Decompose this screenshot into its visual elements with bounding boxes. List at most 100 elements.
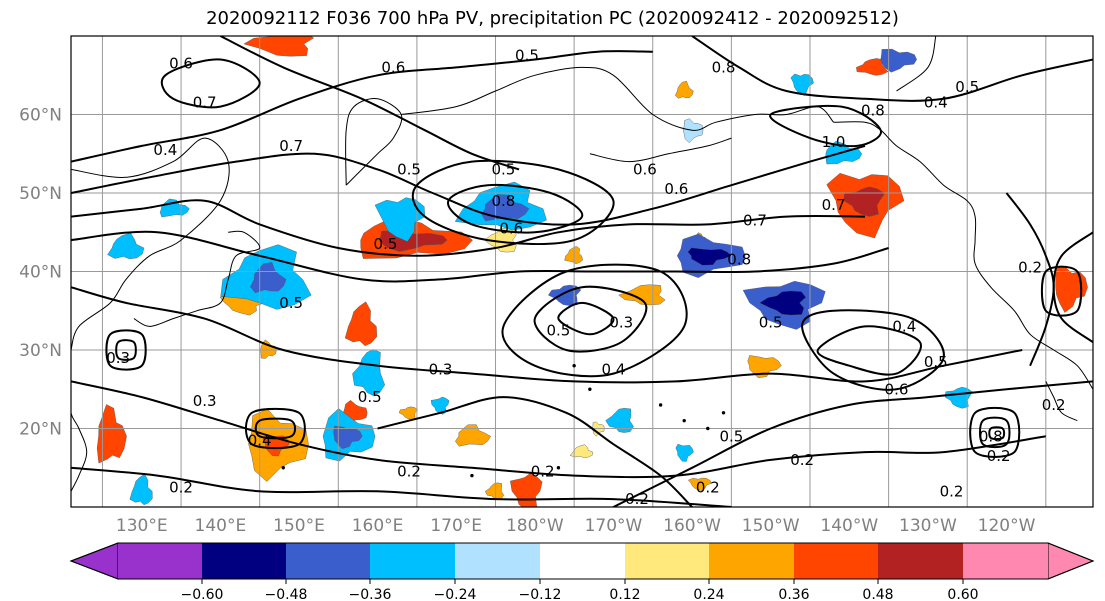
pv-contour-loop [978,416,1011,449]
lon-tick-label: 150°E [273,516,325,536]
precip-area [843,186,885,217]
contour-label: 0.2 [169,478,193,496]
contour-label: 0.2 [531,463,555,481]
contour-label: 0.6 [381,58,405,76]
precip-area [129,473,153,506]
pv-contour-loop [160,58,261,109]
precip-area [759,290,807,316]
colorbar-segment [202,543,286,579]
precip-area [687,247,732,266]
pv-contour [71,230,889,283]
contour-label: 0.7 [193,94,217,112]
pv-contour-loop [411,159,615,246]
pv-contour [219,36,520,171]
precip-area [352,349,386,396]
contour-label: 0.2 [696,478,720,496]
contour-label: 0.8 [979,427,1003,445]
contour-label: 0.8 [727,251,751,269]
island [572,364,576,368]
colorbar-tick-label: 0.36 [778,587,809,601]
coastline [133,230,261,327]
colorbar-segment [878,543,963,579]
island [721,411,726,415]
colorbar-tick-label: −0.48 [265,587,308,601]
contour-label: 0.3 [106,349,130,367]
lon-tick-label: 130°E [116,516,168,536]
coastlines [71,36,1093,492]
contour-label: 0.3 [429,361,453,379]
contour-label: 0.7 [743,211,767,229]
coastline [401,66,834,131]
colorbar-segment [455,543,540,579]
pv-contour-loop [557,301,615,336]
pv-contour-loop [254,417,297,440]
pv-contour [71,286,1023,384]
colorbar: −0.60 −0.48 −0.36 −0.24 −0.12 0.12 0.24 0.36 0.4… [69,542,1095,601]
contour-label: 0.5 [358,388,382,406]
colorbar-extend-low [69,542,119,580]
contour-label: 0.8 [861,102,885,120]
pv-contour-loop [816,325,922,376]
island [588,387,592,391]
colorbar-tick-label: 0.24 [693,587,724,601]
coastline [896,36,937,92]
precip-area [790,73,814,96]
pv-contour [691,36,1093,102]
precip-area [569,444,594,458]
colorbar-tick-label: 0.60 [947,587,978,601]
contour-label: 0.2 [1042,396,1066,414]
colorbar-segment [963,543,1048,579]
island [658,403,663,407]
precip-area [605,407,634,433]
pv-contour-loop [988,426,1006,441]
contour-label: 0.5 [397,160,421,178]
pv-contour-loop [244,407,306,450]
lon-tick-label: 170°W [585,516,643,536]
lon-tick-label: 140°W [820,516,878,536]
contour-label: 0.5 [279,294,303,312]
contour-label: 0.6 [885,380,909,398]
colorbar-segment [540,543,625,579]
colorbar-segment [794,543,878,579]
pv-contour [1052,231,1093,344]
contour-label: 0.5 [719,427,743,445]
island [281,466,285,470]
colorbar-tick-label: 0.12 [609,587,640,601]
pv-contour-loop [1040,265,1083,317]
precip-area [880,48,917,73]
pv-contour [71,50,653,163]
pv-contour-loop [115,339,137,361]
precip-area [481,194,530,222]
precip-area [107,232,145,260]
contour-label: 0.2 [1018,259,1042,277]
colorbar-tick-label: −0.12 [519,587,562,601]
lon-tick-label: 130°W [899,516,957,536]
colorbar-segment [286,543,370,579]
lon-tick-label: 170°E [430,516,482,536]
pv-contour-loop [801,309,945,391]
lon-tick-label: 160°E [352,516,404,536]
lon-tick-label: 120°W [978,516,1036,536]
contour-label: 1.0 [822,133,846,151]
pv-contour-loop [501,263,688,378]
chart-title: 2020092112 F036 700 hPa PV, precipitatio… [206,8,899,29]
lat-tick-label: 60°N [19,106,62,126]
lon-tick-label: 140°E [195,516,247,536]
precip-area [675,443,694,462]
contour-label: 0.4 [924,94,948,112]
colorbar-outline [69,542,1095,580]
contour-label: 0.6 [664,180,688,198]
contour-label: 0.2 [940,482,964,500]
colorbar-tick-label: 0.48 [862,587,893,601]
map-frame [70,35,1094,508]
contour-label: 0.5 [515,47,539,65]
lat-tick-label: 20°N [19,420,62,440]
lon-tick-label: 180°W [506,516,564,536]
pv-contour [71,199,866,257]
contour-label: 0.5 [924,353,948,371]
axis-labels: 60°N 50°N 40°N 30°N 20°N 130°E 140°E 150°E 160°E… [19,106,1035,537]
precip-area [674,80,694,99]
colorbar-segment [370,543,455,579]
pv-contour [612,380,1093,507]
